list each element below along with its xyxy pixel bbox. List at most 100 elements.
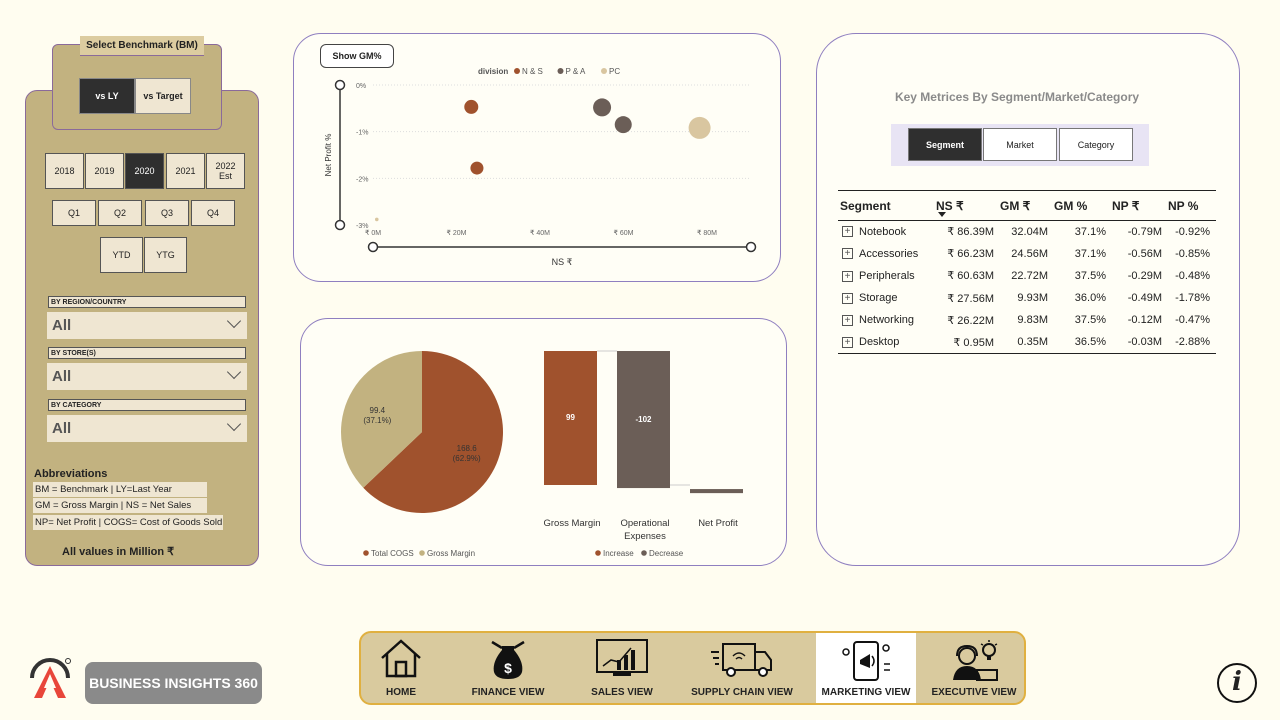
metrics-table: Segment NS ₹ GM ₹ GM % NP ₹ NP % + Notebo… xyxy=(838,190,1216,355)
expand-plus-icon[interactable]: + xyxy=(842,336,853,348)
show-gm-toggle-button[interactable]: Show GM% xyxy=(320,44,394,68)
quarter-button-q3[interactable]: Q3 xyxy=(145,200,189,226)
metric-cell: -0.79M xyxy=(1127,225,1162,238)
y-range-slider-handle-bottom[interactable] xyxy=(334,219,346,231)
metric-cell: 36.5% xyxy=(1054,331,1112,355)
company-logo xyxy=(30,658,71,698)
executive-icon xyxy=(953,640,998,681)
benchmark-vs-ly-button-face[interactable]: vs LY xyxy=(79,78,135,114)
legend-label: Decrease xyxy=(649,549,684,558)
scatter-point[interactable] xyxy=(374,217,379,222)
period-button-ytg[interactable]: YTG xyxy=(144,237,187,273)
tab-category[interactable]: Category xyxy=(1059,128,1133,161)
filter-label: BY STORE(S) xyxy=(48,347,246,359)
expand-plus-icon[interactable]: + xyxy=(842,292,853,304)
column-header-gm-pct[interactable]: GM % xyxy=(1054,190,1112,221)
table-row[interactable]: + Storage ₹ 27.56M 9.93M 36.0% -0.49M -1.78% xyxy=(838,287,1216,309)
metric-cell: 37.5% xyxy=(1074,269,1106,282)
nav-home[interactable]: HOME xyxy=(362,633,440,703)
quarter-button-q2[interactable]: Q2 xyxy=(98,200,142,226)
year-button-2[interactable]: 2019 xyxy=(85,153,124,189)
abbreviations-title: Abbreviations xyxy=(34,468,108,480)
segment-cell: + Desktop xyxy=(838,331,936,355)
tab-market[interactable]: Market xyxy=(983,128,1057,161)
segment-name: Desktop xyxy=(859,336,900,349)
nav-sales[interactable]: SALES VIEW xyxy=(580,633,664,703)
table-row[interactable]: + Networking ₹ 26.22M 9.83M 37.5% -0.12M -0.47… xyxy=(838,309,1216,331)
x-range-slider-handle-left[interactable] xyxy=(367,241,379,253)
scatter-point[interactable] xyxy=(593,98,612,117)
metric-cell: 22.72M xyxy=(1011,269,1048,282)
bar-chart-icon xyxy=(596,639,648,676)
metric-cell: 32.04M xyxy=(1011,225,1048,238)
table-header-row: Segment NS ₹ GM ₹ GM % NP ₹ NP % xyxy=(838,190,1216,221)
segment-name: Notebook xyxy=(859,225,907,238)
metric-cell: ₹ 60.63M xyxy=(947,270,994,283)
year-button-5[interactable]: 2022 Est xyxy=(206,153,245,189)
expand-plus-icon[interactable]: + xyxy=(842,226,853,238)
benchmark-vs-target-button-face[interactable]: vs Target xyxy=(135,78,191,114)
x-tick-label: ₹ 20M xyxy=(446,229,466,237)
waterfall-category-label: Gross Margin xyxy=(543,518,600,529)
nav-executive[interactable]: EXECUTIVE VIEW xyxy=(920,633,1028,703)
period-button-ytd[interactable]: YTD xyxy=(100,237,143,273)
scatter-point[interactable] xyxy=(688,116,711,139)
expand-plus-icon[interactable]: + xyxy=(842,270,853,282)
column-header-ns[interactable]: NS ₹ xyxy=(936,190,1000,221)
scatter-point[interactable] xyxy=(464,99,479,114)
tab-segment[interactable]: Segment xyxy=(908,128,982,161)
metric-cell: ₹ 66.23M xyxy=(947,248,994,261)
nav-finance[interactable]: $ FINANCE VIEW xyxy=(462,633,554,703)
waterfall-bar[interactable] xyxy=(544,351,597,485)
nav-marketing[interactable]: MARKETING VIEW xyxy=(816,633,916,703)
x-range-slider-handle-right[interactable] xyxy=(745,241,757,253)
y-tick-label: 0% xyxy=(356,83,366,90)
nav-executive-label: EXECUTIVE VIEW xyxy=(931,687,1017,698)
filter-dropdown[interactable]: All xyxy=(47,363,247,390)
waterfall-bar[interactable] xyxy=(617,351,670,489)
scatter-point[interactable] xyxy=(614,116,632,134)
waterfall-category-label: Net Profit xyxy=(698,518,738,529)
pie-value-label: 99.4 xyxy=(370,406,386,415)
column-header-ns-label: NS ₹ xyxy=(936,198,964,213)
column-header-np-pct[interactable]: NP % xyxy=(1168,190,1216,221)
expand-plus-icon[interactable]: + xyxy=(842,314,853,326)
year-button-3[interactable]: 2020 xyxy=(125,153,164,189)
scatter-card xyxy=(293,33,781,282)
legend-label: Total COGS xyxy=(371,549,414,558)
quarter-button-q1[interactable]: Q1 xyxy=(52,200,96,226)
expand-plus-icon[interactable]: + xyxy=(842,248,853,260)
pie-slice[interactable] xyxy=(341,351,422,488)
segment-name: Storage xyxy=(859,292,898,305)
table-row[interactable]: + Notebook ₹ 86.39M 32.04M 37.1% -0.79M -0.92% xyxy=(838,221,1216,243)
column-header-np[interactable]: NP ₹ xyxy=(1112,190,1168,221)
column-header-gm[interactable]: GM ₹ xyxy=(1000,190,1054,221)
legend-marker xyxy=(601,68,607,74)
table-row[interactable]: + Accessories ₹ 66.23M 24.56M 37.1% -0.56M -0.… xyxy=(838,243,1216,265)
filter-dropdown[interactable]: All xyxy=(47,312,247,339)
year-button-1[interactable]: 2018 xyxy=(45,153,84,189)
nav-marketing-label: MARKETING VIEW xyxy=(821,687,911,698)
home-icon xyxy=(381,639,421,678)
table-row[interactable]: + Desktop ₹ 0.95M 0.35M 36.5% -0.03M -2.88% xyxy=(838,331,1216,355)
scatter-point[interactable] xyxy=(470,161,484,175)
pie-slice[interactable] xyxy=(363,351,503,513)
marketing-icon xyxy=(842,641,890,681)
metric-cell: -0.56M xyxy=(1127,247,1162,260)
abbreviation-row: NP= Net Profit | COGS= Cost of Goods Sol… xyxy=(33,515,223,530)
legend-marker xyxy=(514,68,520,74)
nav-supply-chain[interactable]: SUPPLY CHAIN VIEW xyxy=(686,633,798,703)
segment-cell: + Notebook xyxy=(838,221,936,243)
waterfall-value-label: 99 xyxy=(566,413,575,422)
waterfall-bar[interactable] xyxy=(690,489,743,494)
x-tick-label: ₹ 60M xyxy=(613,229,633,237)
column-header-segment[interactable]: Segment xyxy=(838,190,936,221)
filter-dropdown[interactable]: All xyxy=(47,415,247,442)
year-button-4[interactable]: 2021 xyxy=(166,153,205,189)
table-row[interactable]: + Peripherals ₹ 60.63M 22.72M 37.5% -0.29M -0.… xyxy=(838,265,1216,287)
metric-cell: ₹ 86.39M xyxy=(947,226,994,239)
quarter-button-q4[interactable]: Q4 xyxy=(191,200,235,226)
metric-cell: 37.1% xyxy=(1074,247,1106,260)
y-range-slider-handle-top[interactable] xyxy=(334,79,346,91)
info-icon[interactable]: i xyxy=(1217,663,1257,703)
